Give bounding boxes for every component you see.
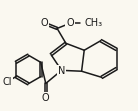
Text: N: N — [58, 66, 65, 76]
Text: O: O — [42, 93, 50, 103]
Text: Cl: Cl — [2, 77, 12, 87]
Text: O: O — [66, 18, 74, 28]
Text: O: O — [40, 18, 48, 28]
Text: CH₃: CH₃ — [84, 18, 102, 28]
